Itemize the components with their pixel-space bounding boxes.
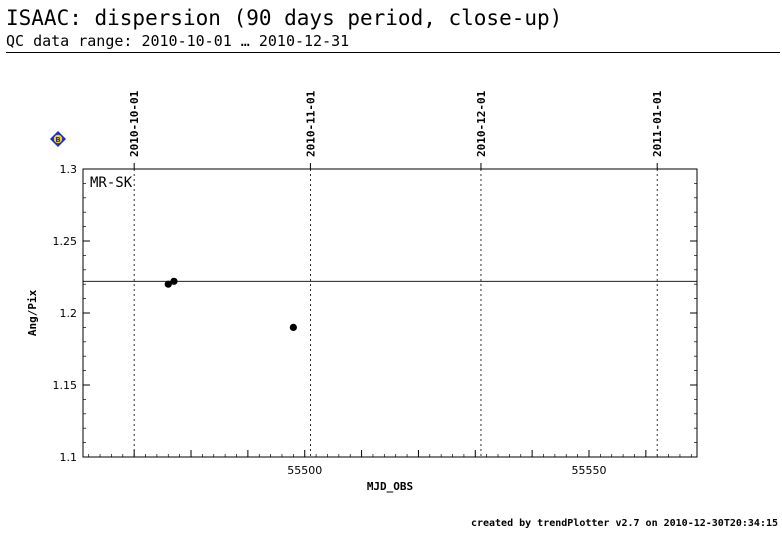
- date-marker-label: 2010-12-01: [475, 90, 488, 157]
- x-tick-label: 55550: [571, 464, 606, 477]
- y-tick-label: 1.1: [60, 451, 78, 464]
- data-point: [170, 277, 178, 285]
- page-title: ISAAC: dispersion (90 days period, close…: [6, 6, 563, 30]
- date-marker-label: 2011-01-01: [651, 90, 664, 157]
- y-axis-label: Ang/Pix: [26, 289, 39, 336]
- y-tick-label: 1.25: [53, 235, 78, 248]
- plot-frame: [82, 168, 698, 458]
- footer-credit: created by trendPlotter v2.7 on 2010-12-…: [470, 518, 778, 529]
- y-tick-label: 1.3: [60, 163, 78, 176]
- data-point: [164, 280, 172, 288]
- badge-circle: [53, 134, 63, 144]
- date-marker-label: 2010-11-01: [304, 90, 317, 157]
- y-tick-label: 1.2: [60, 307, 78, 320]
- page-subtitle: QC data range: 2010-10-01 … 2010-12-31: [6, 32, 350, 50]
- x-tick-label: 55500: [287, 464, 322, 477]
- date-marker-label: 2010-10-01: [128, 90, 141, 157]
- x-axis-label: MJD_OBS: [367, 480, 413, 493]
- y-tick-label: 1.15: [53, 379, 78, 392]
- data-point: [289, 323, 297, 331]
- badge-icon: B: [50, 131, 66, 147]
- title-divider: [6, 52, 780, 53]
- panel-label: MR-SK: [90, 175, 133, 191]
- badge-label: B: [55, 136, 60, 144]
